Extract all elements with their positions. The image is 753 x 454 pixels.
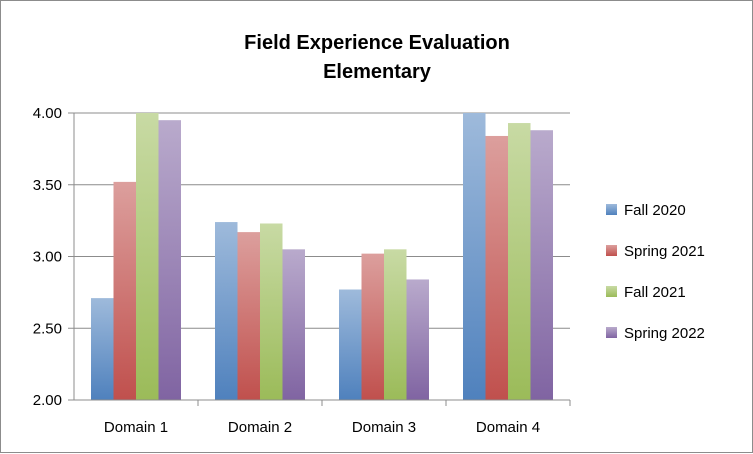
y-tick-label: 3.00: [33, 249, 62, 266]
y-tick-label: 2.50: [33, 320, 62, 337]
legend-label: Fall 2020: [624, 202, 686, 219]
legend-label: Spring 2021: [624, 243, 705, 260]
bar: [260, 223, 283, 400]
bar: [384, 249, 407, 400]
bar: [463, 113, 486, 400]
legend-swatch: [606, 204, 617, 215]
y-tick-label: 4.00: [33, 105, 62, 122]
legend-label: Fall 2021: [624, 284, 686, 301]
x-tick-label: Domain 4: [476, 419, 540, 436]
x-tick-label: Domain 3: [352, 419, 416, 436]
bar: [237, 232, 260, 400]
x-tick-label: Domain 2: [228, 419, 292, 436]
legend-swatch: [606, 245, 617, 256]
x-tick-label: Domain 1: [104, 419, 168, 436]
legend: Fall 2020 Spring 2021 Fall 2021 Spring 2022: [606, 202, 705, 342]
bar: [361, 253, 384, 400]
bar: [136, 113, 159, 400]
bar: [485, 135, 508, 400]
bar: [508, 123, 531, 401]
bar: [215, 222, 238, 400]
bar: [282, 249, 305, 400]
chart-title: Field Experience Evaluation: [244, 32, 510, 54]
bar: [339, 289, 362, 400]
y-axis-ticks: 2.00 2.50 3.00 3.50 4.00: [33, 105, 74, 409]
legend-label: Spring 2022: [624, 325, 705, 342]
x-axis-ticks: Domain 1 Domain 2 Domain 3 Domain 4: [104, 400, 571, 436]
bar: [113, 181, 136, 400]
y-tick-label: 2.00: [33, 392, 62, 409]
bar: [91, 298, 114, 400]
chart-subtitle: Elementary: [323, 61, 432, 83]
legend-swatch: [606, 286, 617, 297]
bar: [530, 130, 553, 400]
bar: [158, 120, 181, 401]
y-tick-label: 3.50: [33, 177, 62, 194]
bars: [91, 113, 553, 401]
legend-swatch: [606, 327, 617, 338]
bar: [406, 279, 429, 400]
